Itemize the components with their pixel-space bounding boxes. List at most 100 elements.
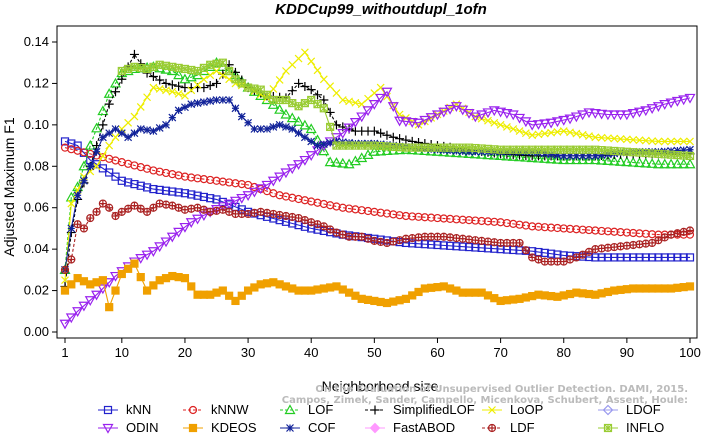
data-point (325, 107, 335, 117)
data-point (162, 120, 170, 129)
data-point (496, 218, 505, 227)
data-point (471, 143, 480, 153)
data-point (585, 132, 593, 140)
data-point (343, 123, 355, 134)
data-point (193, 80, 202, 89)
data-point (168, 113, 177, 122)
data-point (520, 151, 532, 162)
data-point (205, 81, 215, 90)
data-point (427, 240, 436, 249)
data-point (559, 152, 568, 160)
data-point (602, 155, 614, 165)
data-point (507, 151, 519, 161)
x-tick-label: 80 (557, 345, 571, 360)
data-point (319, 95, 329, 105)
data-point (319, 140, 328, 149)
data-point (515, 220, 524, 229)
series-line (64, 62, 690, 270)
data-point (168, 187, 177, 196)
legend-label: SimplifiedLOF (393, 402, 475, 417)
data-point (267, 176, 279, 187)
data-point (539, 153, 551, 163)
data-point (73, 191, 82, 200)
data-point (263, 125, 271, 133)
data-point (495, 150, 507, 161)
legend-label: ODIN (126, 420, 159, 434)
data-point (174, 63, 183, 72)
data-point (458, 215, 467, 224)
data-point (558, 115, 570, 126)
data-point (375, 93, 387, 104)
x-tick-label: 20 (178, 345, 192, 360)
data-point (274, 103, 286, 114)
data-point (532, 120, 545, 130)
data-point (622, 228, 631, 237)
data-point (469, 112, 481, 123)
data-point (646, 158, 658, 168)
data-point (559, 224, 568, 233)
data-point (124, 118, 133, 127)
data-point (610, 227, 619, 236)
data-point (319, 222, 328, 231)
data-point (622, 135, 631, 144)
data-point (187, 190, 196, 199)
x-tick-label: 90 (620, 345, 634, 360)
data-point (345, 97, 354, 106)
data-point (173, 69, 185, 80)
data-point (585, 152, 593, 160)
data-point (635, 136, 644, 145)
data-point (431, 110, 444, 121)
data-point (583, 108, 595, 119)
data-point (218, 177, 227, 186)
data-point (282, 123, 290, 131)
data-point (686, 137, 694, 146)
data-point (192, 214, 204, 225)
data-point (237, 180, 246, 189)
data-point (678, 158, 690, 169)
data-point (420, 213, 429, 222)
data-point (212, 96, 221, 104)
data-point (103, 88, 115, 98)
data-point (629, 240, 638, 250)
data-point (174, 106, 183, 115)
data-point (438, 107, 450, 118)
data-point (665, 158, 677, 169)
data-point (218, 58, 227, 67)
data-point (294, 54, 303, 63)
data-point (173, 227, 185, 238)
data-point (288, 60, 297, 69)
data-point (502, 218, 512, 228)
data-point (673, 137, 682, 146)
data-point (313, 90, 323, 100)
data-point (60, 265, 70, 274)
legend-item-cof: COF (280, 420, 336, 434)
data-point (553, 127, 562, 136)
data-point (337, 129, 349, 139)
data-point (635, 229, 644, 238)
legend-label: kNN (126, 402, 151, 417)
data-point (547, 249, 556, 258)
series-kdeos (60, 259, 695, 312)
legend-label: FastABOD (393, 420, 455, 434)
data-point (559, 127, 568, 135)
data-point (482, 108, 494, 119)
data-point (425, 113, 437, 123)
data-point (452, 215, 461, 224)
data-point (501, 109, 513, 119)
data-point (553, 223, 562, 233)
data-point (148, 72, 158, 82)
data-point (60, 286, 70, 295)
series-knnw (60, 143, 695, 239)
data-point (596, 109, 608, 120)
data-point (73, 220, 82, 229)
data-point (231, 179, 240, 188)
data-point (671, 96, 683, 107)
data-point (261, 180, 273, 191)
data-point (255, 184, 267, 195)
data-point (591, 253, 600, 262)
data-point (269, 123, 278, 131)
data-point (659, 158, 671, 169)
data-point (413, 118, 425, 129)
data-point (528, 131, 537, 140)
legend-marker (286, 424, 294, 432)
